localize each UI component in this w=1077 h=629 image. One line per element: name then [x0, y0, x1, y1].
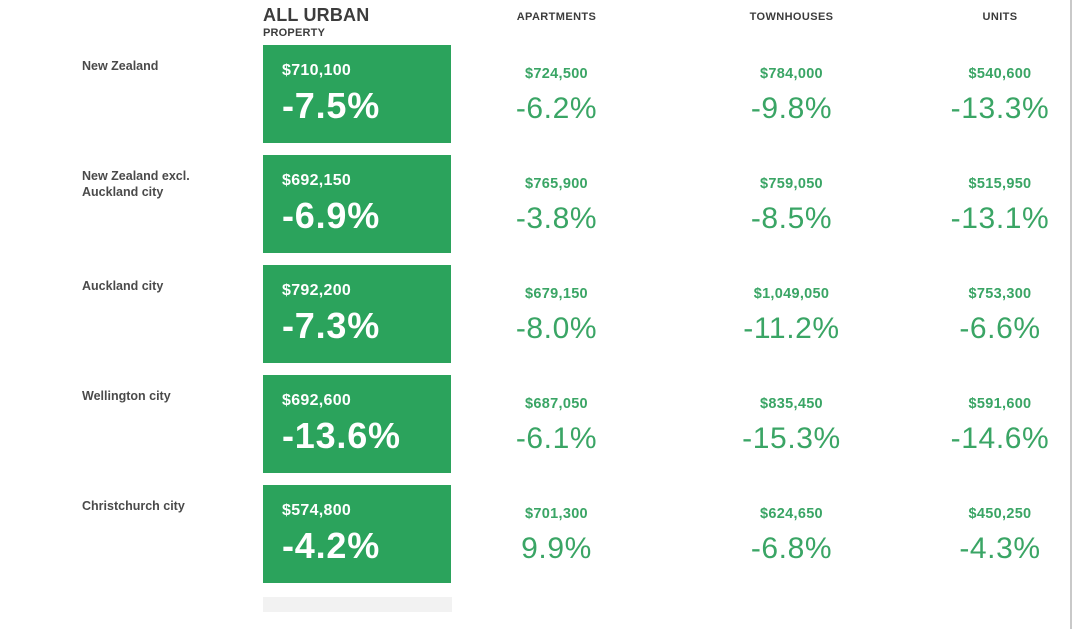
cropped-next-row-strip — [263, 597, 452, 612]
change-value: -8.0% — [515, 312, 598, 345]
change-value: -4.3% — [959, 532, 1041, 565]
change-value: -7.3% — [282, 305, 381, 346]
price-value: $692,600 — [282, 392, 352, 409]
change-value: -6.1% — [515, 422, 598, 455]
region-label: Wellington city — [82, 389, 171, 403]
change-value: -6.2% — [515, 92, 598, 125]
region-label: New Zealand — [82, 59, 159, 73]
price-value: $591,600 — [968, 396, 1032, 412]
change-value: -11.2% — [743, 312, 840, 345]
price-value: $835,450 — [760, 396, 823, 412]
table-row-cell: $591,600 -14.6% — [923, 375, 1077, 485]
table-row-cell: $1,049,050 -11.2% — [660, 265, 923, 375]
table-grid: ALL URBAN PROPERTY APARTMENTS TOWNHOUSES… — [0, 0, 1077, 595]
price-value: $701,300 — [525, 506, 588, 522]
table-row-cell: $835,450 -15.3% — [660, 375, 923, 485]
table-row-cell: $753,300 -6.6% — [923, 265, 1077, 375]
table-row-cell: $692,150 -6.9% — [263, 155, 453, 265]
change-value: -15.3% — [742, 422, 841, 455]
table-row-cell: $792,200 -7.3% — [263, 265, 453, 375]
price-value: $765,900 — [525, 176, 588, 192]
change-value: -6.8% — [750, 532, 833, 565]
price-value: $540,600 — [968, 66, 1032, 82]
table-row-cell: $765,900 -3.8% — [453, 155, 660, 265]
change-value: -13.1% — [950, 202, 1050, 235]
change-value: -3.8% — [515, 202, 598, 235]
column-header-townhouses: TOWNHOUSES — [749, 11, 834, 23]
change-value: -4.2% — [282, 525, 381, 566]
column-header-all-urban-line2: PROPERTY — [263, 26, 326, 39]
column-header-units: UNITS — [982, 11, 1018, 23]
price-value: $724,500 — [525, 66, 588, 82]
change-value: -9.8% — [750, 92, 833, 125]
change-value: -13.3% — [950, 92, 1050, 125]
all-urban-highlight-box: $792,200 -7.3% — [263, 265, 451, 363]
region-label: Auckland city — [82, 279, 164, 293]
table-row-cell: $710,100 -7.5% — [263, 45, 453, 155]
region-label: New Zealand excl. Auckland city — [82, 169, 190, 200]
table-row-cell: $450,250 -4.3% — [923, 485, 1077, 595]
table-row-cell: $624,650 -6.8% — [660, 485, 923, 595]
change-value: -7.5% — [282, 85, 381, 126]
price-value: $753,300 — [968, 286, 1032, 302]
price-value: $759,050 — [760, 176, 823, 192]
price-value: $515,950 — [968, 176, 1032, 192]
table-row-cell: $701,300 9.9% — [453, 485, 660, 595]
price-value: $784,000 — [760, 66, 823, 82]
change-value: -14.6% — [950, 422, 1050, 455]
change-value: -6.9% — [282, 195, 381, 236]
price-value: $692,150 — [282, 172, 352, 189]
all-urban-highlight-box: $692,150 -6.9% — [263, 155, 451, 253]
all-urban-highlight-box: $574,800 -4.2% — [263, 485, 451, 583]
price-value: $792,200 — [282, 282, 352, 299]
column-header-all-urban: ALL URBAN PROPERTY — [263, 0, 453, 45]
table-row-cell: $574,800 -4.2% — [263, 485, 453, 595]
price-value: $450,250 — [968, 506, 1032, 522]
table-row-cell: $692,600 -13.6% — [263, 375, 453, 485]
price-value: $1,049,050 — [753, 286, 830, 302]
change-value: -8.5% — [750, 202, 833, 235]
region-label: Christchurch city — [82, 499, 185, 513]
price-value: $679,150 — [525, 286, 588, 302]
price-value: $687,050 — [525, 396, 588, 412]
table-row-cell: $724,500 -6.2% — [453, 45, 660, 155]
price-value: $574,800 — [282, 502, 352, 519]
table-row-cell: $759,050 -8.5% — [660, 155, 923, 265]
table-row-cell: $679,150 -8.0% — [453, 265, 660, 375]
all-urban-highlight-box: $710,100 -7.5% — [263, 45, 451, 143]
right-edge-border — [1070, 0, 1072, 629]
change-value: -13.6% — [282, 415, 401, 456]
all-urban-highlight-box: $692,600 -13.6% — [263, 375, 451, 473]
price-value: $624,650 — [760, 506, 823, 522]
table-row-cell: $515,950 -13.1% — [923, 155, 1077, 265]
price-value: $710,100 — [282, 62, 352, 79]
table-row-cell: $540,600 -13.3% — [923, 45, 1077, 155]
table-row-cell: $687,050 -6.1% — [453, 375, 660, 485]
header-spacer — [0, 0, 263, 45]
change-value: -6.6% — [959, 312, 1041, 345]
change-value: 9.9% — [521, 532, 592, 565]
column-header-apartments: APARTMENTS — [516, 11, 597, 23]
column-header-all-urban-line1: ALL URBAN — [263, 5, 370, 25]
table-row-cell: $784,000 -9.8% — [660, 45, 923, 155]
